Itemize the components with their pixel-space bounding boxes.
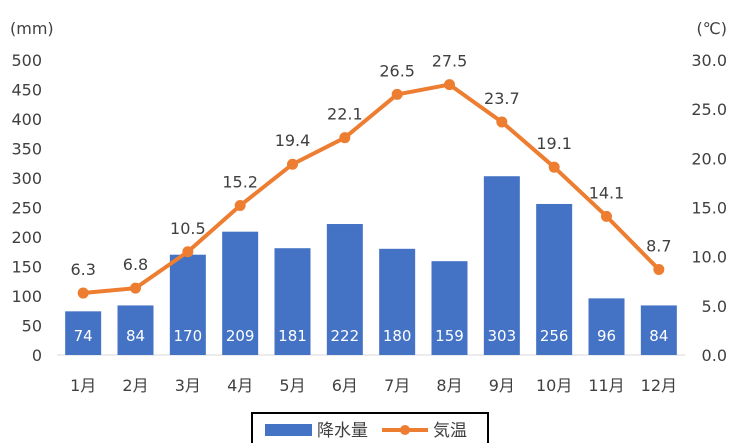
temperature-line [82,82,661,296]
x-axis-tick-label: 2月 [122,376,148,395]
legend-label-temperature: 気温 [433,421,467,441]
legend-swatch-temperature-marker [400,425,410,435]
x-axis-tick-label: 10月 [536,376,572,395]
precipitation-bar [117,305,154,355]
left-axis-unit-label: (mm) [10,19,54,38]
temperature-data-label: 26.5 [379,61,415,80]
x-axis-tick-label: 6月 [332,376,358,395]
precipitation-bar [274,248,311,355]
temperature-data-label: 27.5 [432,52,468,71]
left-axis-tick-label: 250 [11,199,42,218]
temperature-point [653,263,665,275]
temperature-data-label: 19.1 [536,134,572,153]
x-axis-tick-label: 4月 [227,376,253,395]
temperature-point [601,210,612,222]
temperature-point [444,79,455,91]
precipitation-bar-label: 84 [649,327,668,345]
temperature-data-label: 6.8 [123,255,148,274]
right-axis-tick-label: 0.0 [702,346,727,365]
precipitation-bar [588,298,625,355]
x-axis-tick-label: 7月 [384,376,410,395]
temperature-point [130,282,141,294]
left-axis-tick-label: 450 [11,81,42,100]
precipitation-bar-label: 303 [488,327,517,345]
temperature-data-label: 19.4 [275,131,311,150]
left-axis: (mm) 0 50 100 150 200 250 300 350 400 450 500 [10,19,54,365]
precipitation-bar-label: 170 [174,327,203,345]
precipitation-bar [536,203,573,355]
left-axis-tick-label: 400 [11,110,42,129]
right-axis-tick-label: 30.0 [691,51,727,70]
x-axis-tick-label: 8月 [436,376,462,395]
temperature-point [287,158,298,170]
temperature-data-label: 23.7 [484,89,520,108]
temperature-line-series [77,79,665,299]
temperature-point [496,116,508,128]
x-axis-tick-label: 1月 [70,376,96,395]
right-axis-tick-label: 25.0 [691,100,727,119]
right-axis-tick-label: 10.0 [691,248,727,267]
temperature-data-label: 8.7 [646,236,671,255]
x-axis-tick-label: 11月 [588,376,624,395]
temperature-point [234,200,246,212]
temperature-point [548,161,560,173]
x-axis-tick-label: 9月 [489,376,515,395]
precipitation-bar [483,176,520,355]
temperature-data-label: 22.1 [327,105,363,124]
precipitation-bar [326,224,363,355]
x-axis-tick-labels: 1月 2月 3月 4月 5月 6月 7月 8月 9月 10月 11月 12月 [70,376,677,395]
temperature-data-label: 6.3 [70,260,95,279]
precipitation-bar-label: 181 [278,327,307,345]
left-axis-tick-label: 100 [11,287,42,306]
left-axis-tick-label: 150 [11,258,42,277]
temperature-data-label: 10.5 [170,219,206,238]
left-axis-tick-label: 500 [11,51,42,70]
temperature-data-labels: 6.3 6.8 10.5 15.2 19.4 22.1 26.5 27.5 23.7 19.1 14… [70,52,671,279]
right-axis: (℃) 0.0 5.0 10.0 15.0 20.0 25.0 30.0 [691,19,727,365]
precipitation-bar-label: 222 [331,327,360,345]
temperature-point [339,132,351,144]
precipitation-bar-label: 96 [597,327,616,345]
x-axis-tick-label: 12月 [641,376,677,395]
left-axis-tick-label: 50 [22,317,42,336]
precipitation-bar [431,261,468,355]
precipitation-bar-label: 256 [540,327,569,345]
temperature-point [77,287,89,299]
precipitation-bar-label: 74 [74,327,93,345]
precipitation-bar [169,254,206,355]
precipitation-bar [65,311,102,355]
precipitation-bar-label: 84 [126,327,145,345]
precipitation-bar-labels: 74 84 170 209 181 222 180 159 303 256 96 84 [74,327,669,345]
right-axis-tick-label: 5.0 [702,297,727,316]
left-axis-tick-label: 200 [11,228,42,247]
temperature-data-label: 15.2 [222,173,258,192]
precipitation-bar [222,231,259,355]
left-axis-tick-label: 300 [11,169,42,188]
precipitation-bar-label: 180 [383,327,412,345]
temperature-point [391,88,403,100]
x-axis-tick-label: 3月 [175,376,201,395]
precipitation-bars [65,176,677,355]
precipitation-bar [379,248,416,355]
temperature-data-label: 14.1 [589,183,625,202]
legend: 降水量 気温 [251,412,489,447]
right-axis-tick-label: 20.0 [691,149,727,168]
precipitation-bar [640,305,677,355]
temperature-point [182,246,194,258]
right-axis-unit-label: (℃) [697,19,727,38]
precipitation-bar-label: 159 [435,327,464,345]
right-axis-tick-label: 15.0 [691,199,727,218]
left-axis-tick-label: 0 [32,346,42,365]
legend-label-precipitation: 降水量 [317,421,368,441]
x-axis-tick-label: 5月 [279,376,305,395]
left-axis-tick-label: 350 [11,140,42,159]
legend-swatch-precipitation [265,424,312,436]
precipitation-bar-label: 209 [226,327,255,345]
